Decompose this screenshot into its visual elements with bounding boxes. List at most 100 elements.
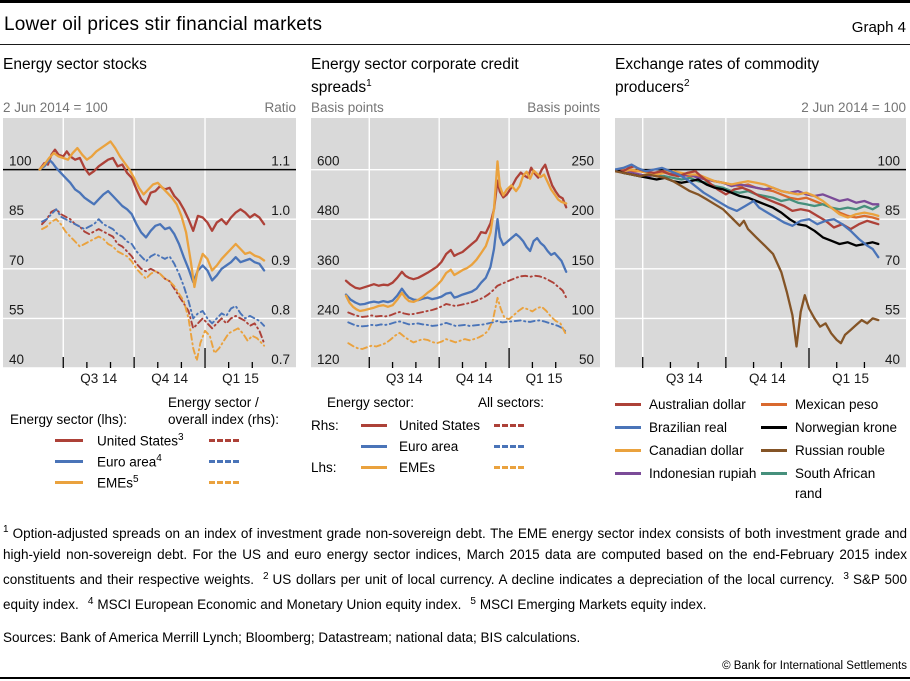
svg-text:Q3 14: Q3 14: [666, 371, 703, 386]
svg-text:85: 85: [885, 203, 900, 218]
legend-header-energy: Energy sector:: [327, 395, 415, 410]
panel-title-text: Energy sector corporate credit: [311, 56, 519, 73]
svg-text:150: 150: [571, 253, 594, 268]
series-euro-energy-stocks: [38, 158, 266, 284]
legend-energy-stocks: Energy sector (lhs): Energy sector / ove…: [3, 394, 296, 500]
axis-units-row: 2 Jun 2014 = 100 Ratio: [3, 95, 296, 115]
rub-swatch: [761, 449, 787, 452]
panel-title-exchange-rates: Exchange rates of commodity producers2: [615, 55, 906, 96]
legend-item-indonesian-rupiah: Indonesian rupiah: [615, 463, 761, 505]
eme-dashed-swatch: [494, 466, 524, 469]
legend-item-south-african-rand: South African rand: [761, 463, 906, 505]
header: Lower oil prices stir financial markets …: [0, 3, 910, 45]
footnote-marker: 1: [366, 78, 372, 89]
legend-label: Norwegian krone: [795, 420, 898, 435]
series-russian-rouble: [615, 170, 880, 348]
legend-header-all: All sectors:: [478, 395, 545, 410]
svg-text:0.7: 0.7: [271, 352, 290, 367]
legend-header-rhs-line2: overall index (rhs):: [168, 412, 280, 427]
legend-item-australian-dollar: Australian dollar: [615, 394, 761, 417]
svg-text:100: 100: [571, 302, 594, 317]
legend-item-canadian-dollar: Canadian dollar: [615, 440, 761, 463]
svg-text:0.9: 0.9: [271, 253, 290, 268]
legend-label: Brazilian real: [649, 420, 728, 435]
brl-swatch: [615, 426, 641, 429]
legend-header-lhs: Energy sector (lhs):: [10, 412, 128, 427]
series-euro-energy-spreads-rhs: [344, 218, 568, 306]
series-canadian-dollar: [615, 168, 880, 219]
svg-text:480: 480: [317, 203, 340, 218]
panel-title-energy-stocks: Energy sector stocks: [3, 55, 296, 95]
right-axis-unit: Ratio: [264, 100, 296, 115]
svg-text:50: 50: [579, 352, 594, 367]
axis-units-row: 2 Jun 2014 = 100: [615, 95, 906, 115]
svg-text:Q3 14: Q3 14: [386, 371, 423, 386]
top-rule: [0, 0, 910, 3]
svg-text:100: 100: [877, 154, 900, 169]
left-axis-unit: Basis points: [311, 100, 384, 115]
series-eme-all-sectors-lhs: [347, 296, 568, 350]
legend-label: Canadian dollar: [649, 443, 744, 458]
us-dashed-swatch: [494, 424, 524, 427]
svg-text:70: 70: [9, 253, 24, 268]
legend-headers: Energy sector (lhs): Energy sector / ove…: [3, 394, 296, 428]
sources-line: Sources: Bank of America Merrill Lynch; …: [3, 629, 581, 645]
svg-text:240: 240: [317, 302, 340, 317]
svg-text:120: 120: [317, 352, 340, 367]
copyright-line: © Bank for International Settlements: [722, 659, 907, 672]
graph-number: Graph 4: [851, 19, 906, 36]
footnotes-text: 1 Option-adjusted spreads on an index of …: [3, 524, 908, 612]
axis-units-row: Basis points Basis points: [311, 95, 600, 115]
us-solid-swatch: [55, 439, 83, 442]
euro-dashed-swatch: [494, 445, 524, 448]
svg-text:Q4 14: Q4 14: [151, 371, 188, 386]
cad-swatch: [615, 449, 641, 452]
series-brazilian-real: [615, 163, 880, 259]
lhs-prefix: Lhs:: [311, 460, 337, 475]
svg-text:250: 250: [571, 154, 594, 169]
energy-stocks-chart: 100 1.1 85 1.0 70 0.9 55 0.8 40 0.7 Q3 14 Q4 14 Q1 1…: [3, 118, 296, 386]
left-axis-unit: 2 Jun 2014 = 100: [3, 100, 108, 115]
svg-text:85: 85: [9, 203, 24, 218]
series-euro-ratio-rhs: [41, 208, 266, 327]
legend-label: EMEs5: [97, 474, 139, 491]
panel-credit-spreads: Energy sector corporate credit spreads1 …: [311, 55, 600, 505]
legend-label: Australian dollar: [649, 397, 746, 412]
legend-header-rhs: Energy sector / overall index (rhs):: [168, 394, 296, 428]
legend-label: EMEs: [399, 460, 436, 475]
footnote-marker: 2: [683, 78, 690, 89]
series-eme-ratio-rhs: [41, 218, 266, 362]
svg-text:100: 100: [9, 154, 32, 169]
chart-panels: Energy sector stocks 2 Jun 2014 = 100 Ra…: [0, 45, 910, 505]
us-solid-swatch: [361, 424, 387, 427]
right-axis-unit: 2 Jun 2014 = 100: [801, 100, 906, 115]
zar-swatch: [761, 472, 787, 475]
svg-text:200: 200: [571, 203, 594, 218]
svg-text:0.8: 0.8: [271, 302, 290, 317]
svg-text:55: 55: [9, 302, 24, 317]
series-australian-dollar: [615, 165, 880, 231]
euro-dashed-swatch: [209, 460, 239, 463]
svg-text:70: 70: [885, 253, 900, 268]
euro-solid-swatch: [361, 445, 387, 448]
svg-text:55: 55: [885, 302, 900, 317]
legend-item-emes: EMEs5: [3, 472, 296, 493]
mxn-swatch: [761, 403, 787, 406]
panel-title-credit-spreads: Energy sector corporate credit spreads1: [311, 55, 600, 96]
panel-title-text: Energy sector stocks: [3, 56, 147, 73]
series-euro-all-sectors-rhs: [347, 319, 568, 334]
svg-text:Q4 14: Q4 14: [456, 371, 493, 386]
series-norwegian-krone: [615, 168, 880, 247]
legend-item-brazilian-real: Brazilian real: [615, 417, 761, 440]
legend-item-united-states: Rhs: United States: [311, 415, 600, 436]
exchange-rates-chart: 100 85 70 55 40 Q3 14 Q4 14 Q1 15: [615, 118, 906, 386]
legend-label: United States: [399, 418, 481, 433]
svg-text:1.0: 1.0: [271, 203, 290, 218]
svg-text:Q1 15: Q1 15: [222, 371, 259, 386]
panel-exchange-rates: Exchange rates of commodity producers2 2…: [615, 55, 906, 505]
aud-swatch: [615, 403, 641, 406]
panel-title-text: Exchange rates of commodity: [615, 56, 820, 73]
legend-exchange-rates: Australian dollar Mexican peso Brazilian…: [615, 394, 906, 505]
legend-credit-spreads: Energy sector: All sectors: Rhs: United …: [311, 394, 600, 500]
legend-label: Mexican peso: [795, 397, 879, 412]
